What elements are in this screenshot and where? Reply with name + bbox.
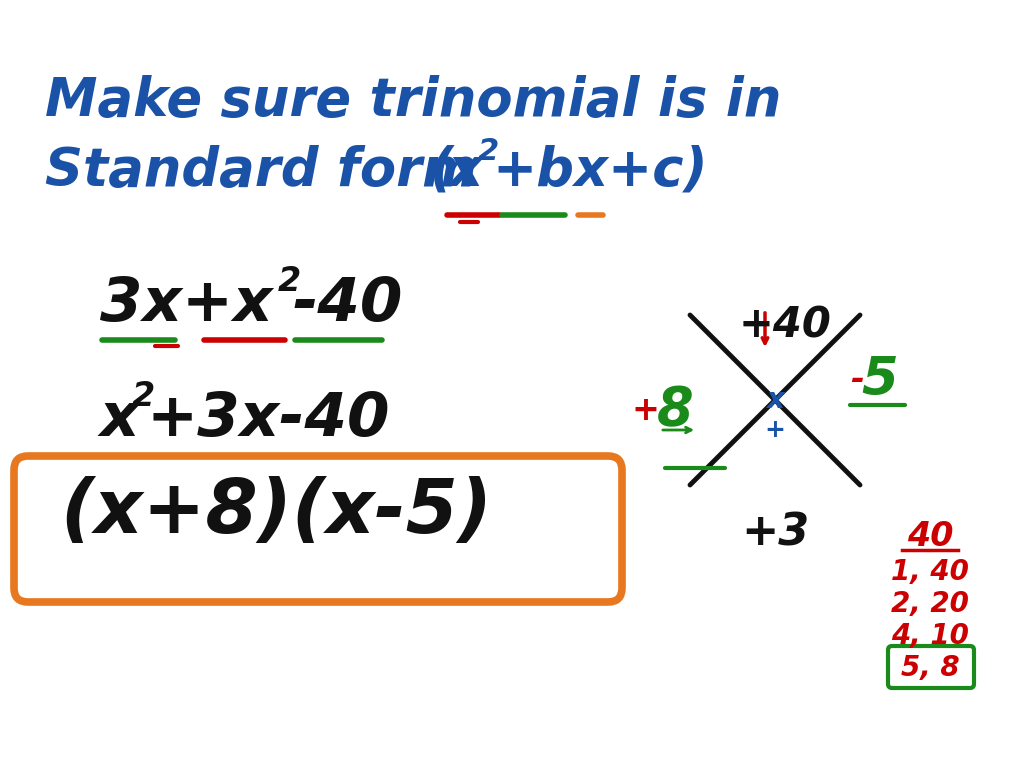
Text: 5: 5 — [861, 354, 898, 406]
Text: +3: +3 — [741, 512, 809, 555]
Text: (x+8)(x-5): (x+8)(x-5) — [60, 476, 492, 549]
Text: (: ( — [430, 145, 454, 197]
Text: 3x+x: 3x+x — [100, 275, 272, 334]
Text: 8: 8 — [656, 384, 693, 436]
Text: +: + — [765, 418, 785, 442]
Text: 2, 20: 2, 20 — [891, 590, 969, 618]
Text: x: x — [766, 386, 784, 414]
Text: 1, 40: 1, 40 — [891, 558, 969, 586]
FancyBboxPatch shape — [14, 456, 622, 602]
Text: x: x — [100, 390, 139, 449]
Text: Make sure trinomial is in: Make sure trinomial is in — [45, 75, 781, 127]
Text: 40: 40 — [906, 520, 953, 553]
Text: 2: 2 — [278, 265, 301, 298]
Text: +: + — [631, 393, 659, 426]
Text: -: - — [850, 363, 864, 396]
Text: +3x-40: +3x-40 — [147, 390, 390, 449]
Text: Standard form: Standard form — [45, 145, 477, 197]
Text: 5, 8: 5, 8 — [901, 654, 959, 682]
FancyBboxPatch shape — [888, 646, 974, 688]
Text: 4, 10: 4, 10 — [891, 622, 969, 650]
Text: 2: 2 — [132, 380, 156, 413]
Text: +bx+c): +bx+c) — [492, 145, 708, 197]
Text: 2: 2 — [478, 137, 500, 166]
Text: x: x — [449, 145, 482, 197]
Text: +40: +40 — [738, 305, 831, 347]
Text: -40: -40 — [292, 275, 402, 334]
